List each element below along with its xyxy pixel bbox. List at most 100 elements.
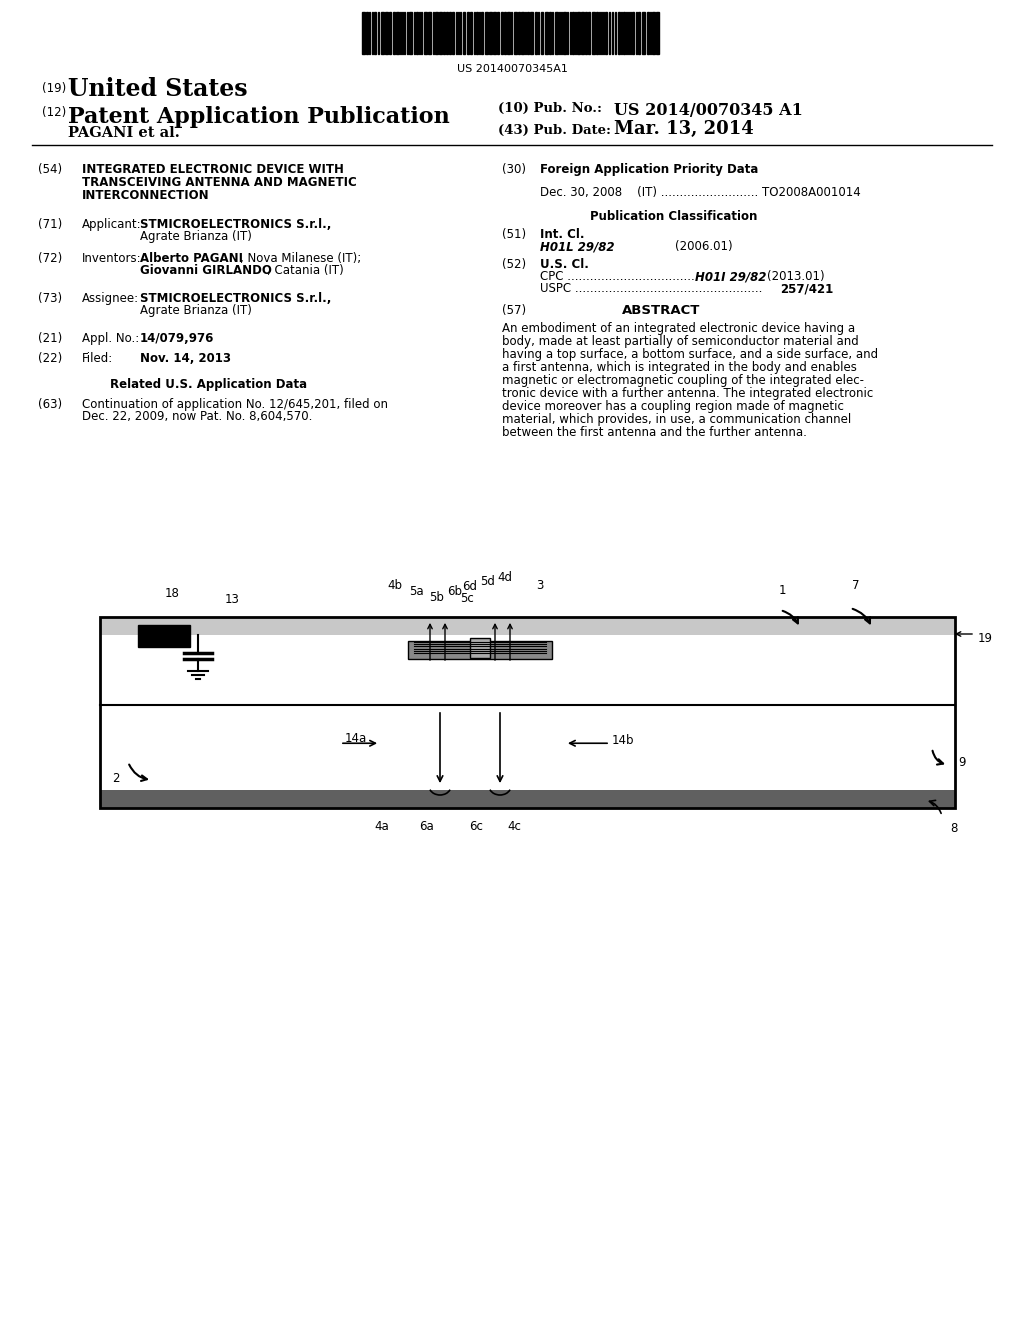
Bar: [581, 12, 584, 54]
Text: 14/079,976: 14/079,976: [140, 333, 214, 345]
Text: STMICROELECTRONICS S.r.l.,: STMICROELECTRONICS S.r.l.,: [140, 218, 332, 231]
Text: H01I 29/82: H01I 29/82: [695, 271, 766, 282]
Bar: [362, 12, 365, 54]
Text: body, made at least partially of semiconductor material and: body, made at least partially of semicon…: [502, 335, 859, 348]
Bar: [588, 12, 590, 54]
Text: (10) Pub. No.:: (10) Pub. No.:: [498, 102, 602, 115]
Text: Agrate Brianza (IT): Agrate Brianza (IT): [140, 304, 252, 317]
Text: 14a: 14a: [345, 731, 368, 744]
Text: Int. Cl.: Int. Cl.: [540, 228, 585, 242]
Text: Mar. 13, 2014: Mar. 13, 2014: [614, 120, 754, 139]
Text: Continuation of application No. 12/645,201, filed on: Continuation of application No. 12/645,2…: [82, 399, 388, 411]
Bar: [435, 12, 438, 54]
Bar: [138, 624, 190, 647]
Bar: [100, 616, 955, 808]
Bar: [424, 12, 427, 54]
Text: CPC ..................................: CPC ..................................: [540, 271, 694, 282]
Text: (43) Pub. Date:: (43) Pub. Date:: [498, 124, 611, 137]
Text: Nov. 14, 2013: Nov. 14, 2013: [140, 352, 231, 366]
Text: 4a: 4a: [375, 820, 389, 833]
Bar: [514, 12, 517, 54]
Text: Related U.S. Application Data: Related U.S. Application Data: [110, 378, 307, 391]
Bar: [656, 12, 659, 54]
Text: 14b: 14b: [612, 734, 635, 747]
Bar: [408, 642, 552, 659]
Text: 3: 3: [537, 579, 544, 591]
Text: Publication Classification: Publication Classification: [590, 210, 758, 223]
Text: Agrate Brianza (IT): Agrate Brianza (IT): [140, 230, 252, 243]
Text: (54): (54): [38, 162, 62, 176]
Text: 6d: 6d: [463, 579, 477, 593]
Text: (73): (73): [38, 292, 62, 305]
Text: (51): (51): [502, 228, 526, 242]
Text: Alberto PAGANI: Alberto PAGANI: [140, 252, 243, 265]
Bar: [100, 705, 955, 789]
Bar: [623, 12, 625, 54]
Bar: [592, 12, 595, 54]
Text: Inventors:: Inventors:: [82, 252, 141, 265]
Text: (21): (21): [38, 333, 62, 345]
Text: 257/421: 257/421: [780, 282, 834, 294]
Bar: [449, 12, 451, 54]
Text: Assignee:: Assignee:: [82, 292, 139, 305]
Text: material, which provides, in use, a communication channel: material, which provides, in use, a comm…: [502, 413, 851, 426]
Text: US 2014/0070345 A1: US 2014/0070345 A1: [614, 102, 803, 119]
Text: 7: 7: [852, 579, 860, 591]
Bar: [507, 12, 510, 54]
Text: 4b: 4b: [387, 579, 402, 591]
Text: (57): (57): [502, 304, 526, 317]
Bar: [489, 12, 492, 54]
Bar: [100, 789, 955, 808]
Text: 6b: 6b: [447, 585, 463, 598]
Text: 4c: 4c: [507, 820, 521, 833]
Text: Giovanni GIRLANDO: Giovanni GIRLANDO: [140, 264, 272, 277]
Text: H01L 29/82: H01L 29/82: [540, 240, 614, 253]
Text: between the first antenna and the further antenna.: between the first antenna and the furthe…: [502, 426, 807, 440]
Bar: [527, 12, 529, 54]
Text: (63): (63): [38, 399, 62, 411]
Text: (71): (71): [38, 218, 62, 231]
Bar: [374, 12, 376, 54]
Text: 8: 8: [950, 822, 957, 836]
Bar: [446, 12, 449, 54]
Bar: [470, 12, 472, 54]
Text: 9: 9: [958, 755, 966, 768]
Text: 2: 2: [113, 771, 120, 784]
Text: INTEGRATED ELECTRONIC DEVICE WITH: INTEGRATED ELECTRONIC DEVICE WITH: [82, 162, 344, 176]
Text: Foreign Application Priority Data: Foreign Application Priority Data: [540, 162, 759, 176]
Text: INTERCONNECTION: INTERCONNECTION: [82, 189, 210, 202]
Bar: [493, 12, 496, 54]
Text: Patent Application Publication: Patent Application Publication: [68, 106, 450, 128]
Bar: [521, 12, 524, 54]
Bar: [652, 12, 655, 54]
Bar: [638, 12, 640, 54]
Text: STMICROELECTRONICS S.r.l.,: STMICROELECTRONICS S.r.l.,: [140, 292, 332, 305]
Bar: [632, 12, 634, 54]
Bar: [409, 12, 412, 54]
Bar: [443, 12, 445, 54]
Bar: [481, 12, 483, 54]
Bar: [545, 12, 548, 54]
Bar: [467, 12, 469, 54]
Bar: [385, 12, 388, 54]
Bar: [485, 12, 488, 54]
Bar: [585, 12, 587, 54]
Bar: [497, 12, 499, 54]
Text: (12): (12): [42, 106, 67, 119]
Text: , Nova Milanese (IT);: , Nova Milanese (IT);: [240, 252, 361, 265]
Text: 13: 13: [224, 593, 240, 606]
Text: PAGANI et al.: PAGANI et al.: [68, 125, 180, 140]
Bar: [100, 616, 955, 635]
Bar: [541, 12, 543, 54]
Bar: [381, 12, 384, 54]
Bar: [416, 12, 418, 54]
Text: Filed:: Filed:: [82, 352, 114, 366]
Text: magnetic or electromagnetic coupling of the integrated elec-: magnetic or electromagnetic coupling of …: [502, 374, 864, 387]
Text: ABSTRACT: ABSTRACT: [622, 304, 700, 317]
Bar: [647, 12, 649, 54]
Bar: [577, 12, 580, 54]
Text: 5b: 5b: [429, 591, 444, 605]
Text: United States: United States: [68, 77, 248, 102]
Bar: [618, 12, 620, 54]
Bar: [366, 12, 368, 54]
